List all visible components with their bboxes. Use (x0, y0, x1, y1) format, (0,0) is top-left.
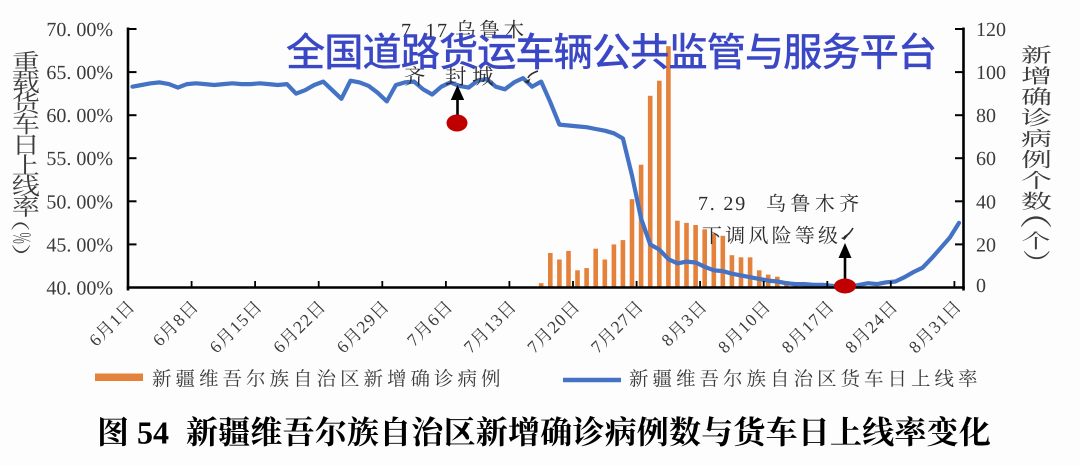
svg-text:7. 29: 7. 29 (698, 193, 747, 215)
svg-text:80: 80 (976, 105, 996, 127)
svg-text:60. 00%: 60. 00% (46, 105, 113, 127)
svg-text:50. 00%: 50. 00% (46, 191, 113, 213)
svg-text:65. 00%: 65. 00% (46, 62, 113, 84)
svg-text:20: 20 (976, 234, 996, 256)
svg-text:70. 00%: 70. 00% (46, 19, 113, 41)
svg-text:40: 40 (976, 191, 996, 213)
svg-text:120: 120 (976, 19, 1006, 41)
svg-text:54: 54 (137, 415, 169, 451)
svg-text:60: 60 (976, 148, 996, 170)
svg-text:100: 100 (976, 62, 1006, 84)
svg-text:55. 00%: 55. 00% (46, 148, 113, 170)
svg-text:40. 00%: 40. 00% (46, 278, 113, 300)
svg-text:0: 0 (976, 275, 986, 297)
svg-text:45. 00%: 45. 00% (46, 234, 113, 256)
